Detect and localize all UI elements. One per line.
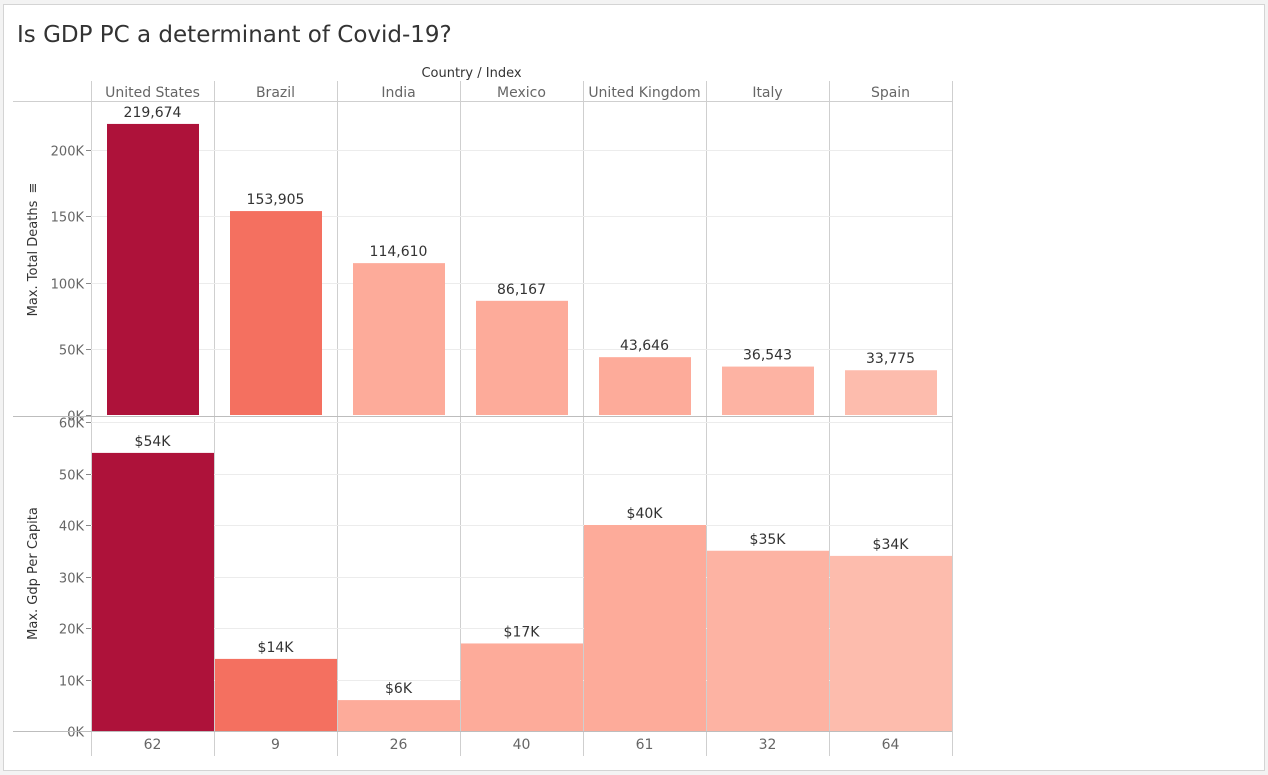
chart-area: Country / Index United States Brazil India M… [13, 66, 953, 756]
data-label: $35K [750, 532, 787, 548]
y-tick-label: 30K [59, 572, 85, 587]
bar [338, 700, 460, 731]
bar [107, 123, 199, 416]
bar [476, 300, 568, 415]
data-label: 114,610 [370, 244, 428, 260]
y-axis-title: Max. Total Deaths [26, 200, 41, 316]
bar [599, 357, 691, 415]
bar [215, 658, 337, 731]
column-header-label: Spain [871, 85, 910, 101]
bar [92, 452, 214, 731]
bar [230, 211, 322, 415]
bar [353, 263, 445, 415]
column-header-label: Brazil [256, 85, 295, 101]
data-label: $34K [873, 537, 910, 553]
data-label: $40K [627, 506, 664, 522]
y-axis-title: Max. Gdp Per Capita [26, 507, 41, 640]
index-value-label: 26 [390, 737, 408, 753]
index-value-label: 61 [636, 737, 654, 753]
column-header-label: United Kingdom [588, 85, 700, 101]
y-tick-label: 150K [51, 211, 85, 226]
index-value-label: 9 [271, 737, 280, 753]
data-label: 33,775 [866, 351, 915, 367]
column-header-label: India [381, 85, 415, 101]
index-value-label: 32 [759, 737, 777, 753]
data-label: 219,674 [124, 105, 182, 121]
index-value-label: 64 [882, 737, 900, 753]
data-label: 86,167 [497, 282, 546, 298]
index-value-label: 62 [144, 737, 162, 753]
column-header-label: United States [105, 85, 200, 101]
data-label: $54K [135, 434, 172, 450]
data-label: 153,905 [247, 192, 305, 208]
y-tick-label: 100K [51, 278, 85, 293]
data-label: 43,646 [620, 338, 669, 354]
bar [707, 550, 829, 731]
column-header-title: Country / Index [421, 66, 521, 81]
dashboard-frame: Is GDP PC a determinant of Covid-19? Cou… [3, 4, 1265, 771]
bar [461, 643, 583, 731]
y-tick-label: 20K [59, 623, 85, 638]
data-label: $14K [258, 640, 295, 656]
y-tick-label: 40K [59, 520, 85, 535]
bar [722, 366, 814, 415]
y-tick-label: 50K [59, 344, 85, 359]
y-tick-label: 200K [51, 145, 85, 160]
data-label: 36,543 [743, 348, 792, 364]
column-header-label: Italy [752, 85, 782, 101]
chart-title: Is GDP PC a determinant of Covid-19? [17, 22, 452, 48]
bar [584, 525, 706, 731]
y-tick-label: 0K [67, 726, 84, 741]
y-tick-label: 10K [59, 675, 85, 690]
data-label: $6K [385, 681, 413, 697]
data-label: $17K [504, 624, 541, 640]
y-tick-label: 60K [59, 417, 85, 432]
index-value-label: 40 [513, 737, 531, 753]
bar [845, 370, 937, 415]
y-tick-label: 50K [59, 469, 85, 484]
column-header-label: Mexico [497, 85, 546, 101]
bar [830, 555, 952, 731]
sort-icon: ≡ [26, 183, 41, 194]
